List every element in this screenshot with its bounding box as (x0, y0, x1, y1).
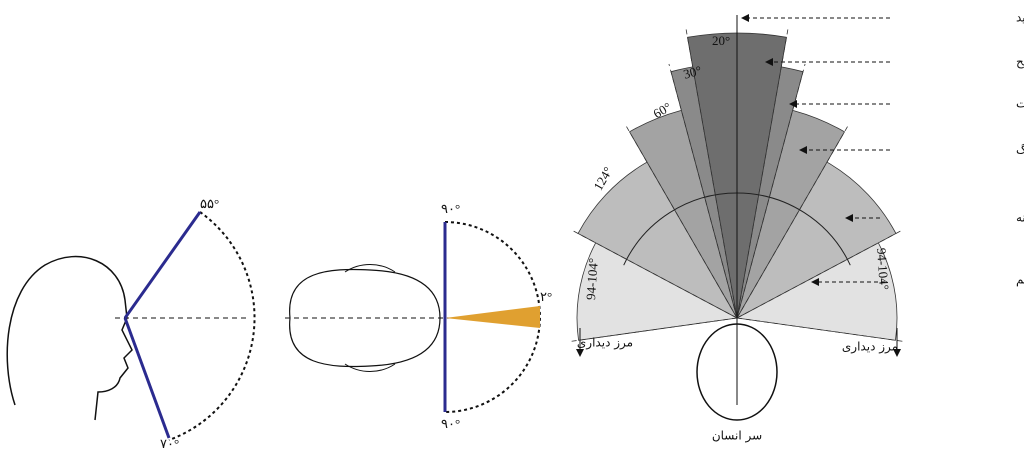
angle-label: ۲° (540, 289, 552, 304)
zone-label: محدوده تشخیص رنگ (1016, 143, 1024, 158)
view-arc (168, 211, 256, 441)
boundary-label: مرز دیداری (577, 336, 633, 351)
radial-line (685, 29, 738, 319)
ear (344, 363, 396, 372)
radial-line (668, 63, 738, 319)
zone-label: محدوده تشخیص کلمات (1016, 97, 1024, 112)
top-view: ۹۰° ۹۰° ۲° (285, 201, 552, 431)
radial-line (570, 317, 738, 342)
view-arc (444, 221, 541, 413)
radial-line (625, 124, 738, 319)
radial-line (736, 229, 904, 319)
zone-label: محدوده چرخش دید بهینه (1016, 211, 1024, 226)
upper-limit (123, 211, 202, 319)
radial-line (736, 29, 789, 319)
angle-label: ۹۰° (441, 201, 460, 216)
radial-line (736, 317, 904, 342)
ear (344, 264, 396, 273)
head-label: سر انسان (712, 429, 762, 444)
angle-label: 30° (682, 63, 703, 82)
fov-labels: 20° 30° 60° 124° 94-104° 94-104° محور دی… (576, 11, 1024, 444)
radial-line (570, 229, 738, 319)
angle-label: ۹۰° (441, 416, 460, 431)
angle-label: 20° (712, 33, 730, 48)
zone-label: محور دید (1016, 11, 1024, 26)
focus-wedge (445, 306, 540, 328)
side-view: ۵۵° ۷۰° (6, 196, 256, 450)
lower-limit (123, 317, 171, 439)
zone-label: محدوده دید واضح (1016, 55, 1024, 70)
zone-label: محدوده دید یک چشم (1016, 273, 1024, 288)
head-profile (6, 255, 133, 421)
angle-label: 94-104° (583, 257, 601, 300)
angle-label: ۵۵° (200, 196, 219, 211)
angle-label: ۷۰° (160, 436, 179, 450)
boundary-label: مرز دیداری (842, 340, 898, 355)
radial-line (736, 124, 849, 319)
angle-label: 94-104° (874, 247, 892, 290)
